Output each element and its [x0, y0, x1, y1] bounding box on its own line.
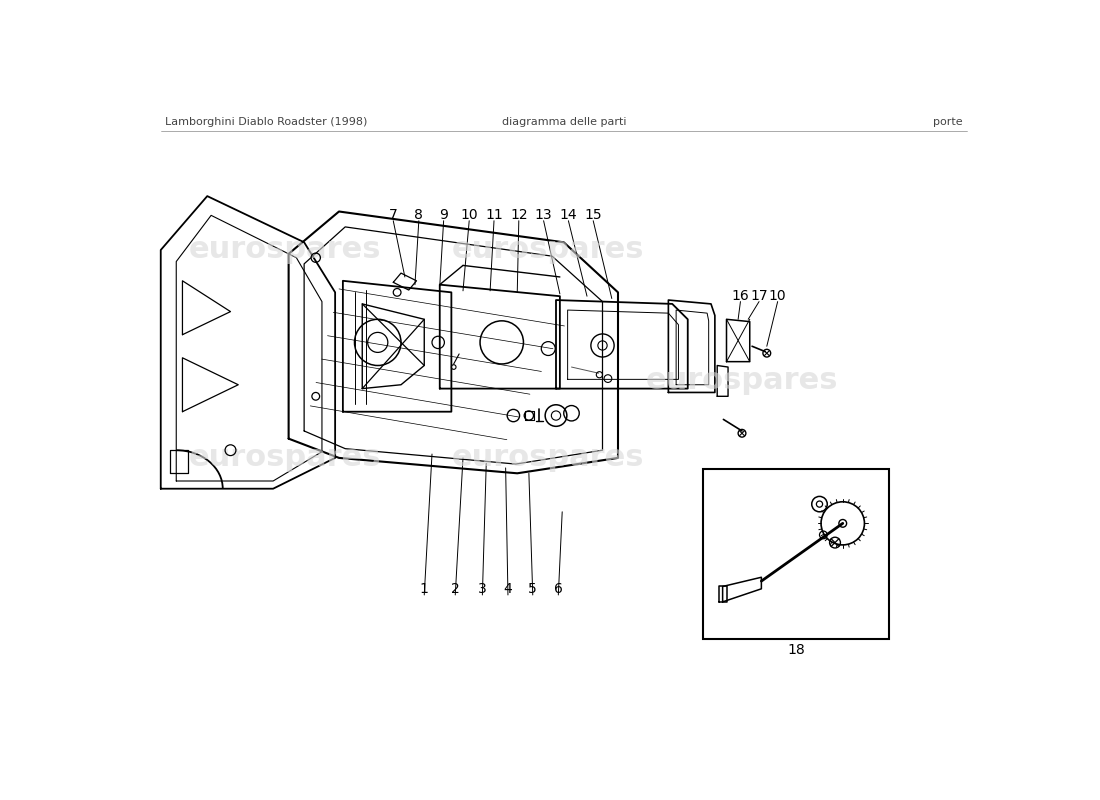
Text: 18: 18: [788, 643, 805, 658]
Text: 8: 8: [415, 208, 424, 222]
Text: diagramma delle parti: diagramma delle parti: [502, 117, 626, 126]
Bar: [703, 470, 889, 639]
Text: eurospares: eurospares: [188, 235, 381, 265]
Text: 2: 2: [451, 582, 460, 596]
Text: 12: 12: [510, 208, 528, 222]
Text: 4: 4: [504, 582, 513, 596]
Text: Lamborghini Diablo Roadster (1998): Lamborghini Diablo Roadster (1998): [165, 117, 367, 126]
Text: 17: 17: [750, 289, 768, 303]
Text: 10: 10: [769, 289, 786, 303]
Text: 15: 15: [584, 208, 602, 222]
Text: 1: 1: [420, 582, 429, 596]
Text: eurospares: eurospares: [452, 235, 645, 265]
Text: 13: 13: [535, 208, 552, 222]
Text: eurospares: eurospares: [452, 443, 645, 472]
Text: 6: 6: [554, 582, 563, 596]
Text: 11: 11: [485, 208, 503, 222]
Text: 7: 7: [389, 208, 397, 222]
Text: 14: 14: [560, 208, 578, 222]
Text: 3: 3: [478, 582, 486, 596]
Text: 9: 9: [439, 208, 448, 222]
Text: eurospares: eurospares: [646, 366, 838, 395]
Text: porte: porte: [933, 117, 962, 126]
Text: 10: 10: [461, 208, 478, 222]
Text: 5: 5: [528, 582, 537, 596]
Text: 16: 16: [732, 289, 749, 303]
Text: eurospares: eurospares: [188, 443, 381, 472]
